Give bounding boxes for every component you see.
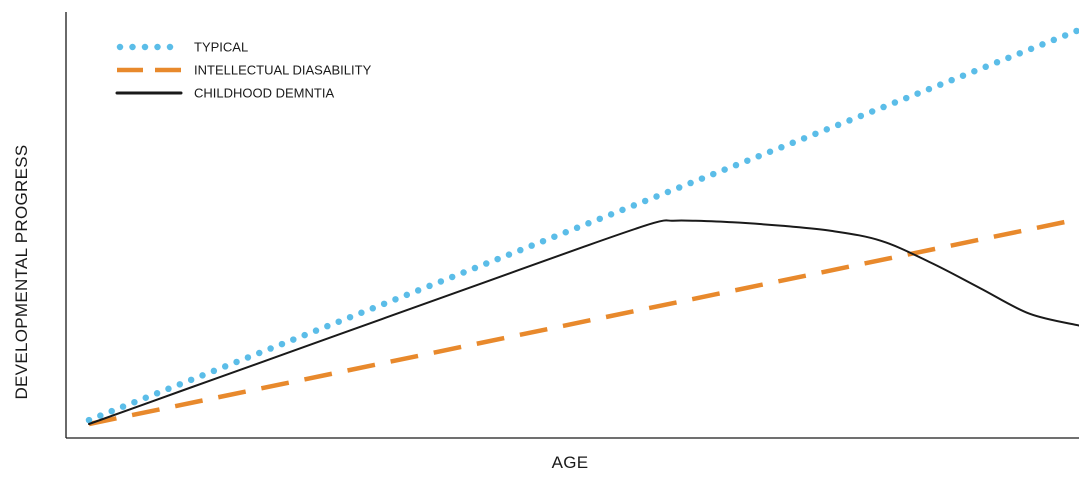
legend-item: INTELLECTUAL DIASABILITY	[117, 63, 372, 78]
x-axis-title: AGE	[552, 453, 589, 472]
y-axis-title: DEVELOPMENTAL PROGRESS	[12, 144, 31, 399]
series-line-dashed	[88, 216, 1079, 427]
legend-item: CHILDHOOD DEMNTIA	[115, 86, 334, 101]
series-layer	[85, 26, 1079, 427]
axes	[65, 12, 1079, 439]
legend: TYPICAL INTELLECTUAL DIASABILITY CHILDHOOD…	[115, 40, 372, 101]
legend-label: INTELLECTUAL DIASABILITY	[194, 63, 372, 78]
legend-item: TYPICAL	[116, 40, 248, 55]
legend-label: TYPICAL	[194, 40, 248, 55]
legend-label: CHILDHOOD DEMNTIA	[194, 86, 334, 101]
series-line-solid	[88, 219, 1079, 425]
